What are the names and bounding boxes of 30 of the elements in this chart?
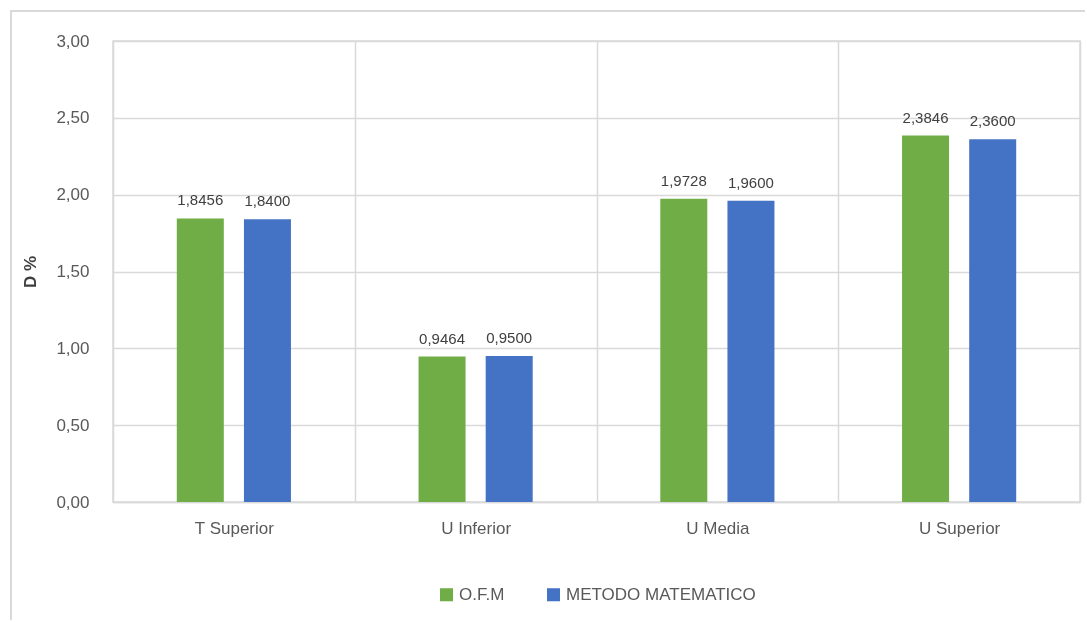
bar [660, 198, 708, 502]
x-tick-label: U Inferior [441, 518, 512, 538]
x-tick-label: U Superior [918, 518, 1001, 538]
bar [902, 135, 950, 502]
data-label: 2,3600 [969, 112, 1016, 130]
x-tick-label: U Media [686, 518, 751, 538]
y-tick-label: 3,00 [56, 31, 90, 51]
data-label: 0,9464 [419, 329, 465, 347]
x-tick-label: T Superior [194, 518, 275, 538]
bar [485, 356, 533, 502]
data-label: 1,8456 [177, 191, 224, 209]
y-axis-title: D % [21, 255, 41, 289]
y-tick-label: 1,50 [56, 262, 90, 281]
y-tick-label: 1,00 [56, 338, 90, 358]
data-label: 1,9600 [728, 173, 774, 191]
data-label: 1,8400 [244, 192, 291, 210]
bar [418, 356, 466, 502]
y-tick-label: 0,00 [56, 492, 90, 512]
y-tick-label: 2,50 [56, 108, 90, 128]
y-tick-label: 0,50 [56, 415, 90, 435]
bar [176, 218, 224, 502]
data-label: 2,3846 [902, 108, 949, 126]
bar [969, 139, 1017, 502]
data-label: 0,9500 [486, 329, 533, 347]
bar [727, 200, 775, 502]
bar [243, 219, 291, 502]
legend-label: O.F.M [459, 584, 505, 604]
legend-label: METODO MATEMATICO [566, 584, 756, 604]
data-label: 1,9728 [660, 171, 707, 189]
y-tick-label: 2,00 [56, 185, 90, 205]
